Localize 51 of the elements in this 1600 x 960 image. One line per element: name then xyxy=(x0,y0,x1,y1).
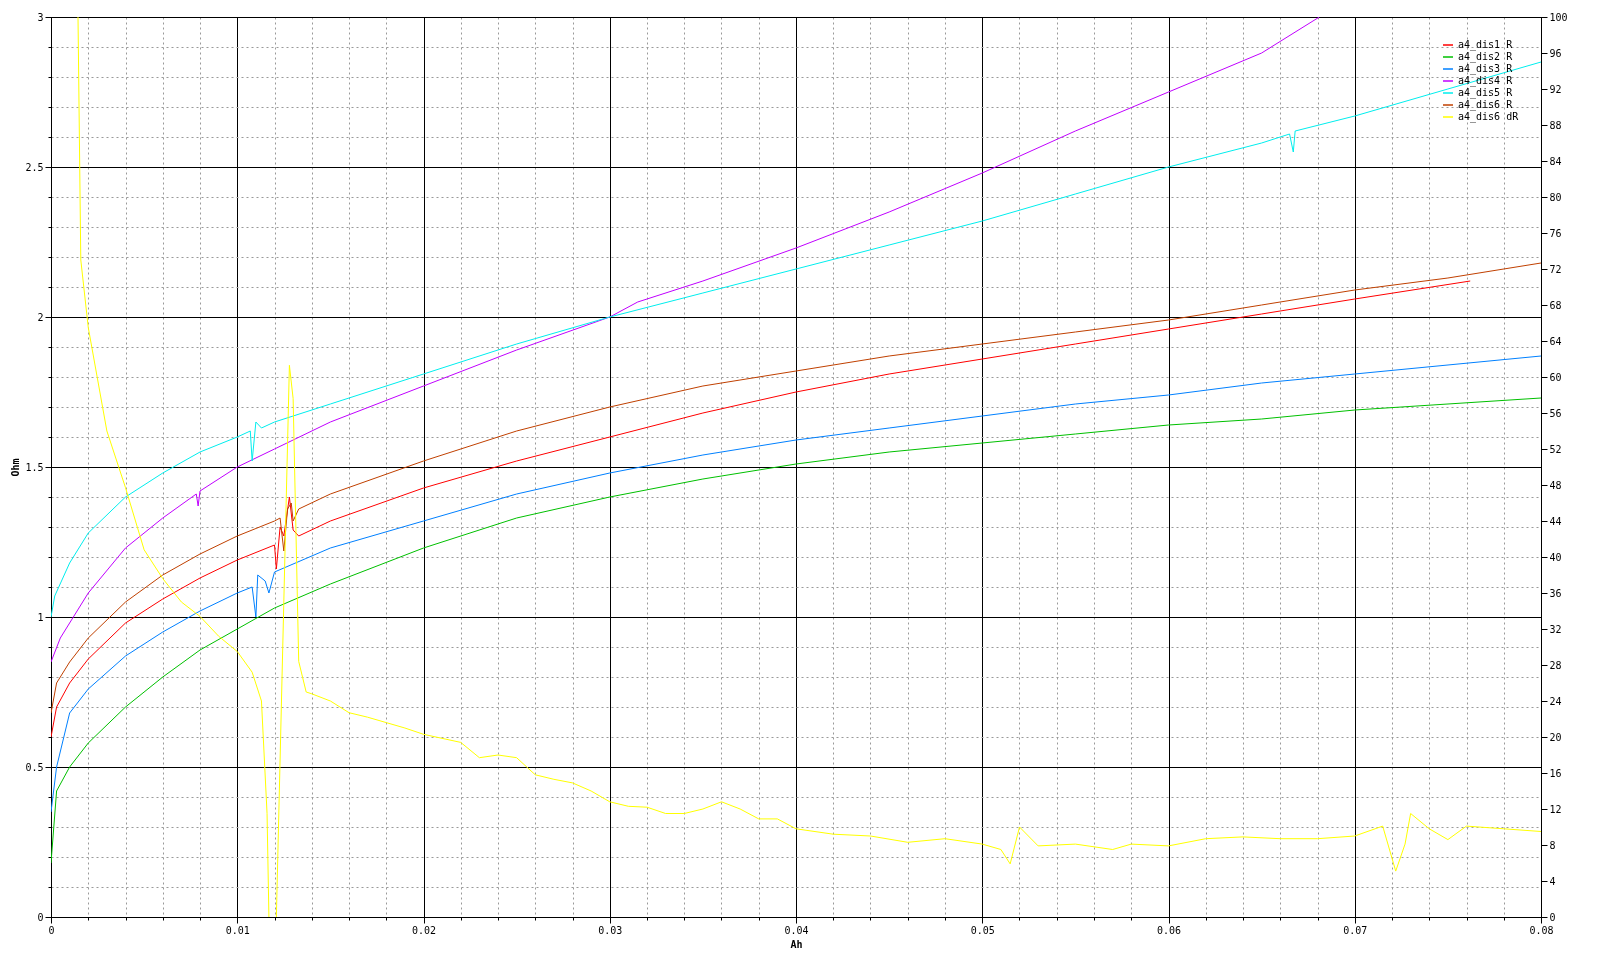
x-tick-label: 0 xyxy=(48,924,55,936)
x-tick-label: 0.04 xyxy=(784,924,809,936)
y2-tick-label: 12 xyxy=(1549,803,1562,815)
y2-tick-label: 36 xyxy=(1549,587,1562,599)
y2-tick-label: 40 xyxy=(1549,551,1562,563)
y-tick-label: 2.5 xyxy=(25,161,44,173)
y-tick-label: 3 xyxy=(37,11,44,23)
y2-tick-label: 64 xyxy=(1549,335,1562,347)
y2-tick-label: 84 xyxy=(1549,155,1562,167)
legend-label: a4_dis3 R xyxy=(1458,63,1514,75)
x-tick-label: 0.06 xyxy=(1156,924,1182,936)
legend-label: a4_dis1 R xyxy=(1458,39,1514,51)
legend-label: a4_dis2 R xyxy=(1458,51,1514,63)
y2-tick-label: 52 xyxy=(1549,443,1562,455)
y2-tick-label: 48 xyxy=(1549,479,1562,491)
y2-tick-label: 20 xyxy=(1549,731,1562,743)
y2-tick-label: 44 xyxy=(1549,515,1562,527)
y2-tick-label: 96 xyxy=(1549,47,1562,59)
x-tick-label: 0.01 xyxy=(225,924,250,936)
x-tick-label: 0.05 xyxy=(970,924,995,936)
y2-tick-label: 100 xyxy=(1549,11,1568,23)
y2-tick-label: 24 xyxy=(1549,695,1562,707)
y2-tick-label: 4 xyxy=(1549,875,1556,887)
y-tick-label: 1 xyxy=(37,611,44,623)
x-tick-label: 0.07 xyxy=(1343,924,1368,936)
x-tick-label: 0.03 xyxy=(598,924,623,936)
y-tick-label: 2 xyxy=(37,311,44,323)
legend-label: a4_dis6 R xyxy=(1458,99,1514,111)
x-tick-label: 0.02 xyxy=(411,924,437,936)
y2-tick-label: 16 xyxy=(1549,767,1562,779)
y2-tick-label: 68 xyxy=(1549,299,1562,311)
y2-tick-label: 92 xyxy=(1549,83,1562,95)
y2-tick-label: 72 xyxy=(1549,263,1562,275)
y2-tick-label: 8 xyxy=(1549,839,1556,851)
y2-tick-label: 32 xyxy=(1549,623,1562,635)
y-tick-label: 0 xyxy=(37,911,44,923)
y-tick-label: 0.5 xyxy=(25,761,44,773)
y2-tick-label: 60 xyxy=(1549,371,1562,383)
y2-tick-label: 88 xyxy=(1549,119,1562,131)
x-tick-label: 0.08 xyxy=(1529,924,1554,936)
y2-tick-label: 0 xyxy=(1549,911,1556,923)
y2-tick-label: 76 xyxy=(1549,227,1562,239)
y-tick-label: 1.5 xyxy=(25,461,44,473)
y2-tick-label: 56 xyxy=(1549,407,1562,419)
y2-tick-label: 80 xyxy=(1549,191,1562,203)
line-series xyxy=(51,17,1320,663)
legend-label: a4_dis5 R xyxy=(1458,87,1514,99)
x-axis-title: Ah xyxy=(790,938,803,950)
y-axis-title: Ohm xyxy=(10,458,22,477)
y2-tick-label: 28 xyxy=(1549,659,1562,671)
legend-label: a4_dis6 dR xyxy=(1458,111,1520,123)
